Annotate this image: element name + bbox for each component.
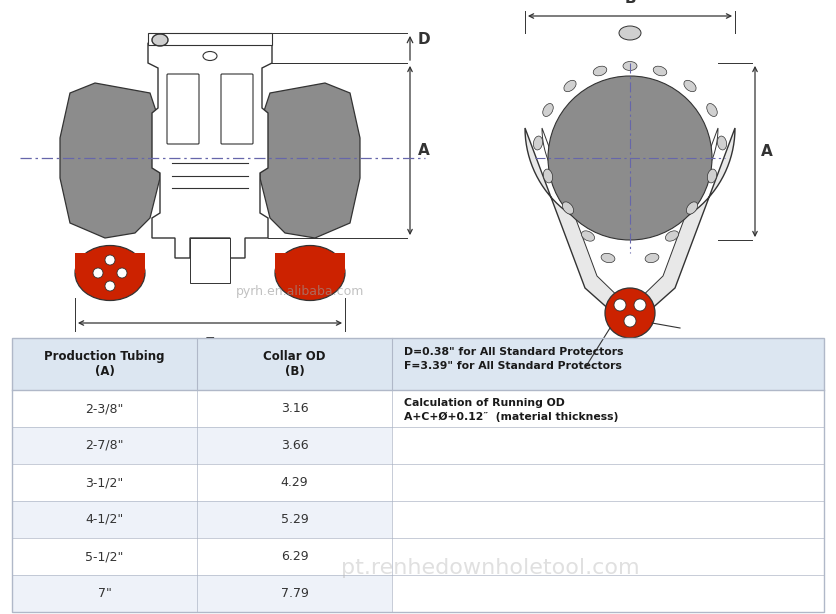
Text: 7": 7" xyxy=(98,587,111,600)
Circle shape xyxy=(605,288,655,338)
Ellipse shape xyxy=(563,202,573,214)
Bar xyxy=(12,538,392,575)
Text: 2-3/8": 2-3/8" xyxy=(85,402,124,415)
Circle shape xyxy=(105,281,115,291)
Text: Ø: Ø xyxy=(558,378,572,393)
Bar xyxy=(12,575,392,612)
Text: 5-1/2": 5-1/2" xyxy=(85,550,124,563)
Circle shape xyxy=(634,299,646,311)
Text: 3-1/2": 3-1/2" xyxy=(85,476,124,489)
Text: 3.16: 3.16 xyxy=(281,402,308,415)
Ellipse shape xyxy=(275,246,345,300)
Text: 7.79: 7.79 xyxy=(281,587,308,600)
Text: A+C+Ø+0.12″  (material thickness): A+C+Ø+0.12″ (material thickness) xyxy=(404,412,619,422)
Ellipse shape xyxy=(203,52,217,61)
Bar xyxy=(392,538,824,575)
Ellipse shape xyxy=(564,80,576,91)
Ellipse shape xyxy=(623,61,637,71)
Polygon shape xyxy=(542,128,718,308)
FancyBboxPatch shape xyxy=(167,74,199,144)
Circle shape xyxy=(117,268,127,278)
Circle shape xyxy=(105,255,115,265)
Polygon shape xyxy=(148,43,272,258)
Bar xyxy=(392,464,824,501)
Text: D: D xyxy=(418,33,431,47)
Text: 4.29: 4.29 xyxy=(281,476,308,489)
Ellipse shape xyxy=(684,80,696,91)
Bar xyxy=(392,575,824,612)
Circle shape xyxy=(614,299,626,311)
Bar xyxy=(12,464,392,501)
Text: 2-7/8": 2-7/8" xyxy=(85,439,124,452)
Bar xyxy=(12,501,392,538)
Bar xyxy=(12,338,824,390)
Polygon shape xyxy=(60,83,160,238)
Text: 5.29: 5.29 xyxy=(281,513,308,526)
Bar xyxy=(190,238,230,283)
Text: A: A xyxy=(761,144,772,159)
Bar xyxy=(75,253,145,273)
Text: Calculation of Running OD: Calculation of Running OD xyxy=(404,398,565,408)
Circle shape xyxy=(548,76,712,240)
Ellipse shape xyxy=(152,34,168,46)
Ellipse shape xyxy=(665,231,679,241)
Text: B: B xyxy=(624,0,636,6)
Ellipse shape xyxy=(75,246,145,300)
Ellipse shape xyxy=(543,104,553,117)
Text: Collar OD
(B): Collar OD (B) xyxy=(263,350,326,378)
Ellipse shape xyxy=(706,104,717,117)
Text: 6.29: 6.29 xyxy=(281,550,308,563)
Circle shape xyxy=(93,268,103,278)
Bar xyxy=(148,33,272,45)
Text: pt.renhedownholetool.com: pt.renhedownholetool.com xyxy=(341,558,640,578)
Bar xyxy=(12,427,392,464)
Text: 3.66: 3.66 xyxy=(281,439,308,452)
Ellipse shape xyxy=(594,66,607,76)
Text: A: A xyxy=(418,143,430,158)
Polygon shape xyxy=(525,128,735,328)
Polygon shape xyxy=(260,83,360,238)
Text: F=3.39" for All Standard Protectors: F=3.39" for All Standard Protectors xyxy=(404,361,622,371)
Circle shape xyxy=(624,315,636,327)
Ellipse shape xyxy=(707,169,716,183)
FancyBboxPatch shape xyxy=(221,74,253,144)
Ellipse shape xyxy=(543,169,553,183)
Ellipse shape xyxy=(582,231,594,241)
Text: 4-1/2": 4-1/2" xyxy=(85,513,124,526)
Text: pyrh.en.alibaba.com: pyrh.en.alibaba.com xyxy=(236,286,364,298)
Ellipse shape xyxy=(653,66,667,76)
Text: F: F xyxy=(205,337,215,352)
Bar xyxy=(392,501,824,538)
Bar xyxy=(392,390,824,427)
Bar xyxy=(392,427,824,464)
Bar xyxy=(275,253,345,273)
Ellipse shape xyxy=(601,254,615,263)
Bar xyxy=(12,338,824,612)
Ellipse shape xyxy=(717,136,726,150)
Text: D=0.38" for All Standard Protectors: D=0.38" for All Standard Protectors xyxy=(404,347,624,357)
Ellipse shape xyxy=(533,136,543,150)
Text: Production Tubing
(A): Production Tubing (A) xyxy=(44,350,165,378)
Ellipse shape xyxy=(619,26,641,40)
Ellipse shape xyxy=(645,254,659,263)
Ellipse shape xyxy=(686,202,697,214)
Bar xyxy=(12,390,392,427)
